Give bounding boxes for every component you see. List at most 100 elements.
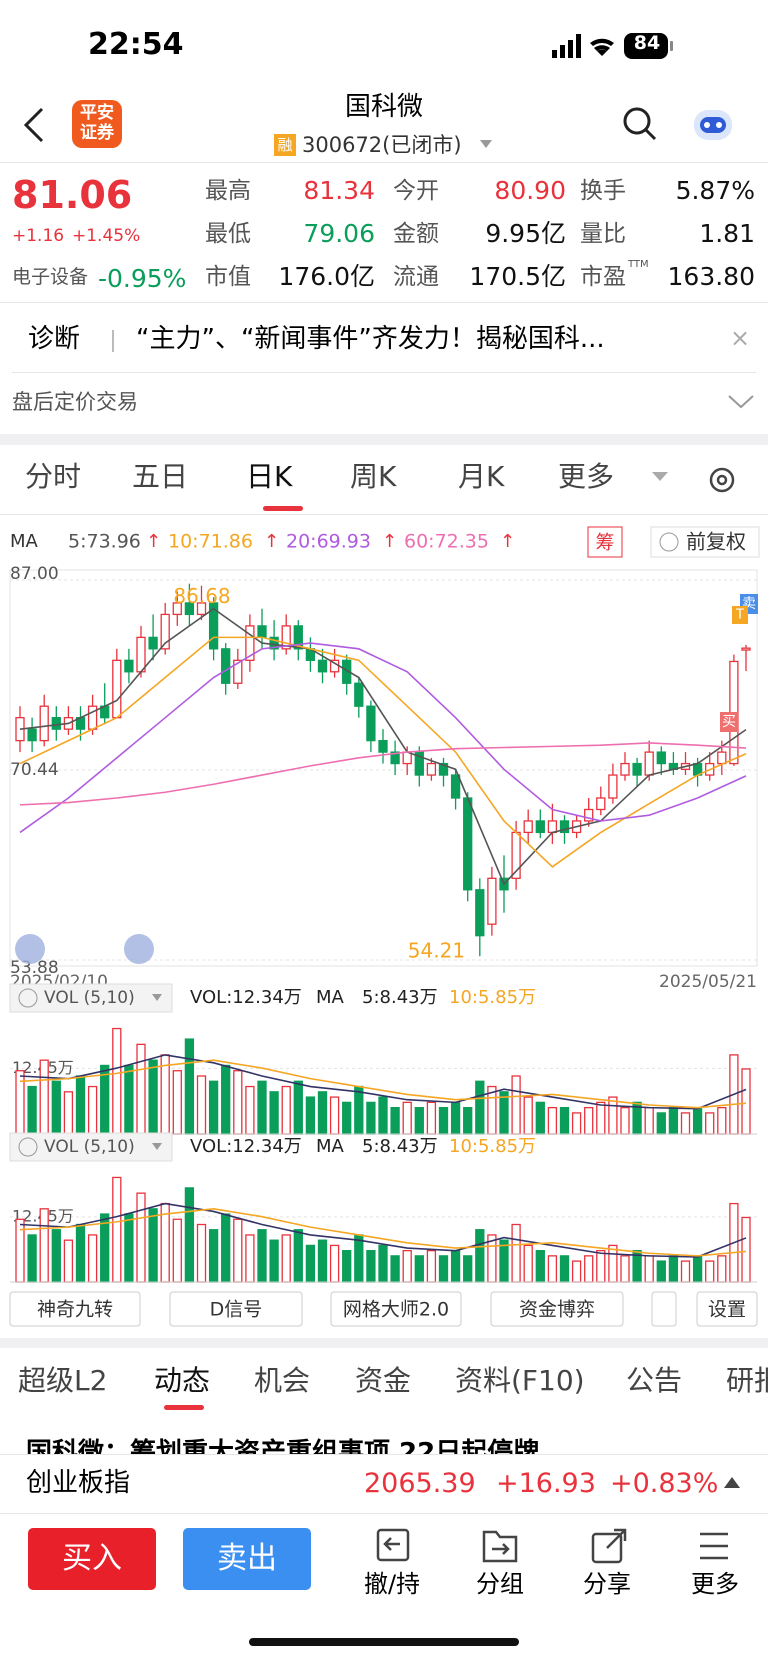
vol-ma-legend: 10:5.85万 [449, 987, 536, 1008]
index-bar[interactable] [0, 1454, 768, 1514]
candle-body [257, 625, 267, 639]
dropdown[interactable] [478, 138, 494, 150]
notice-text[interactable]: “主力”、“新闻事件”齐发力！揭秘国科... [136, 324, 605, 354]
candle-body [717, 751, 727, 765]
field-label: 金额 [393, 221, 439, 247]
field-label: 市盈 [580, 264, 626, 290]
volume-bar [559, 1106, 570, 1135]
volume-bar [378, 1244, 388, 1283]
action-label[interactable]: 分享 [583, 1570, 631, 1598]
volume-bar [584, 1255, 594, 1283]
candle-body [366, 705, 376, 742]
volume-bar [39, 1059, 49, 1135]
action-label[interactable]: 撤/持 [363, 1570, 421, 1598]
candle-body [487, 877, 497, 925]
vol-header: VOL (5,10) [44, 1137, 135, 1157]
content-tab[interactable]: 公告 [626, 1364, 683, 1397]
settings-icon[interactable] [702, 460, 742, 500]
volume-bar [15, 1218, 25, 1283]
candle-body [596, 797, 606, 811]
volume-bar [329, 1244, 340, 1283]
field-value: 1.81 [699, 219, 755, 248]
period-tab[interactable]: 五日 [132, 460, 189, 493]
volume-bar [172, 1218, 182, 1283]
candle-body [281, 625, 291, 650]
vol-ma-title: MA [316, 1136, 345, 1157]
period-tab[interactable]: 日K [246, 460, 293, 493]
volume-bar [438, 1106, 449, 1135]
candle-body [463, 797, 473, 891]
content-tab[interactable]: 资料(F10) [455, 1364, 585, 1397]
battery-level: 84 [633, 32, 661, 54]
adjust-label: 前复权 [686, 530, 746, 554]
volume-bar [354, 1234, 364, 1283]
candle-body [112, 659, 122, 719]
price-change-pct: +1.45% [72, 226, 141, 246]
volume-bar [124, 1064, 134, 1135]
volume-bar [27, 1234, 37, 1283]
tool-label: 设置 [708, 1299, 746, 1321]
candle-body [450, 774, 461, 799]
volume-bar [475, 1080, 485, 1135]
volume-bar [245, 1234, 255, 1283]
volume-bar [705, 1112, 715, 1135]
period-tab[interactable]: 更多 [558, 460, 615, 493]
ma-legend: 20:69.93 [286, 531, 371, 553]
content-tab[interactable]: 机会 [254, 1364, 311, 1397]
volume-bar [112, 1027, 122, 1135]
volume-bar [450, 1101, 461, 1135]
volume-bar [438, 1255, 449, 1283]
ma-legend: 5:73.96 [68, 531, 141, 553]
period-tab[interactable]: 分时 [25, 460, 82, 493]
content-tab[interactable]: 超级L2 [18, 1364, 108, 1397]
field-value: 80.90 [494, 176, 566, 205]
period-tab[interactable]: 周K [350, 460, 397, 493]
vol-ma-line [19, 1059, 747, 1109]
vol-current: VOL:12.34万 [190, 1136, 302, 1157]
marker-buy: 买 [722, 714, 736, 730]
content-tab[interactable]: 资金 [355, 1364, 412, 1397]
field-value: 176.0亿 [278, 262, 375, 291]
section-gap [0, 1338, 768, 1348]
buy-button[interactable]: 买入 [28, 1528, 156, 1590]
content-tab[interactable]: 研报 [726, 1364, 768, 1397]
volume-bar [160, 1202, 170, 1283]
volume-bar [511, 1075, 521, 1135]
section-gap [0, 434, 768, 445]
volume-bar [112, 1176, 122, 1283]
tool-label: D信号 [210, 1299, 263, 1321]
volume-bar [160, 1054, 170, 1135]
expand[interactable] [726, 392, 756, 412]
volume-bar [221, 1213, 231, 1283]
index-pct: +0.83% [610, 1468, 719, 1499]
volume-bar [547, 1255, 558, 1283]
y-tick-label: 87.00 [10, 564, 59, 584]
action-icons [376, 1528, 728, 1564]
candle-body [27, 728, 37, 742]
candle-body [608, 774, 618, 799]
volume-bar [27, 1085, 37, 1135]
action-label[interactable]: 分组 [476, 1570, 524, 1598]
assistant-icon[interactable] [688, 102, 738, 146]
back-button[interactable] [20, 105, 50, 145]
period-tab[interactable]: 月K [458, 460, 505, 493]
action-label[interactable]: 更多 [691, 1570, 739, 1598]
plot-frame [9, 569, 758, 967]
info-icon [18, 988, 38, 1008]
candle-body [172, 602, 182, 616]
search-icon[interactable] [620, 104, 660, 144]
vol-ma-title: MA [316, 987, 345, 1008]
index-value: 2065.39 [364, 1468, 476, 1499]
vol-dropdown [152, 994, 162, 1001]
volume-bar [293, 1229, 303, 1283]
candle-body [559, 820, 570, 834]
close-notice[interactable]: × [730, 324, 751, 352]
volume-bar [342, 1101, 352, 1135]
field-value: 81.34 [303, 176, 375, 205]
content-tab[interactable]: 动态 [154, 1364, 211, 1397]
after-hours[interactable]: 盘后定价交易 [12, 390, 138, 414]
sell-button[interactable]: 卖出 [183, 1528, 311, 1590]
index-up [724, 1477, 740, 1488]
volume-bar [680, 1260, 691, 1283]
